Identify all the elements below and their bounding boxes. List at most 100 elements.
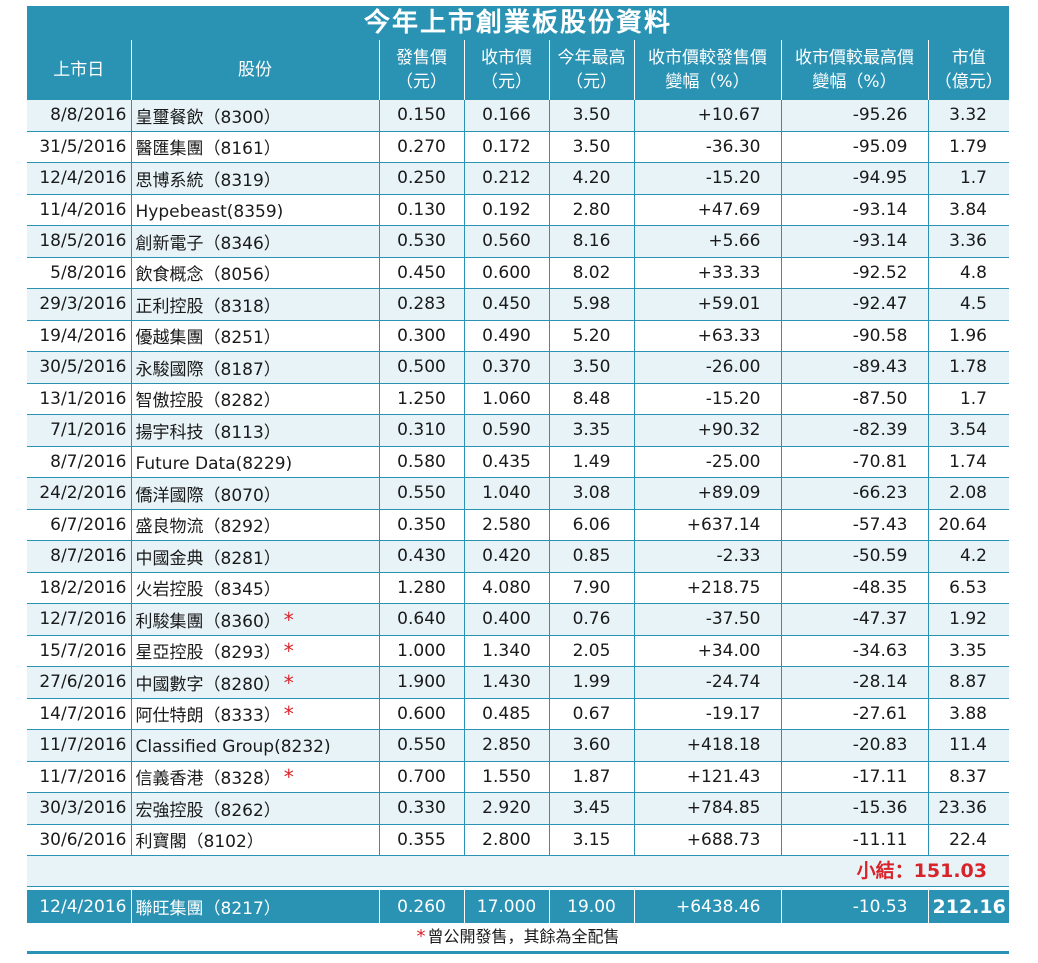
cell-change-vs-high: -27.61 <box>780 698 928 730</box>
cell-change-vs-ipo: -36.30 <box>633 131 781 163</box>
asterisk-icon: * <box>416 926 426 947</box>
cell-ipo-price: 0.250 <box>378 162 464 195</box>
cell-market-cap: 22.4 <box>927 824 1009 856</box>
cell-change-vs-ipo: -19.17 <box>633 698 781 730</box>
cell-date: 15/7/2016 <box>27 635 131 667</box>
subtotal: 小結：151.03 <box>27 856 1009 887</box>
cell-close-price: 1.060 <box>463 383 549 415</box>
cell-stock: 盛良物流（8292） <box>130 509 379 541</box>
footnote: * 曾公開發售，其餘為全配售 <box>27 923 1009 954</box>
cell-ipo-price: 0.355 <box>378 824 464 856</box>
cell-year-high: 3.50 <box>548 351 634 384</box>
cell-ipo-price: 1.000 <box>378 635 464 667</box>
cell-date: 12/7/2016 <box>27 603 131 636</box>
cell-change-vs-ipo: +10.67 <box>633 100 781 132</box>
cell-market-cap: 3.35 <box>927 635 1009 667</box>
cell-date: 8/7/2016 <box>27 540 131 573</box>
cell-ipo-price: 0.310 <box>378 414 464 447</box>
cell-market-cap: 20.64 <box>927 509 1009 541</box>
cell-year-high: 3.60 <box>548 729 634 762</box>
table-row: 18/2/2016 火岩控股（8345） 1.280 4.080 7.90 +218.75… <box>27 572 1009 604</box>
cell-market-cap: 8.87 <box>927 666 1009 699</box>
cell-date: 11/7/2016 <box>27 761 131 793</box>
cell-market-cap: 1.7 <box>927 162 1009 195</box>
cell-year-high: 8.02 <box>548 257 634 289</box>
cell-year-high: 5.20 <box>548 320 634 352</box>
cell-change-vs-ipo: +121.43 <box>633 761 781 793</box>
cell-market-cap: 1.74 <box>927 446 1009 478</box>
cell-change-vs-ipo: +33.33 <box>633 257 781 289</box>
cell-market-cap: 4.2 <box>927 540 1009 573</box>
cell-close-price: 0.166 <box>463 100 549 132</box>
cell-ipo-price: 0.450 <box>378 257 464 289</box>
cell-change-vs-ipo: -37.50 <box>633 603 781 636</box>
cell-stock: 阿仕特朗（8333） * <box>130 698 379 730</box>
ipo-data-table-panel: 今年上市創業板股份資料 上市日 股份 發售價 （元） 收市價 （元） 今年最高 （元）… <box>27 6 1009 954</box>
cell-ipo-price: 0.430 <box>378 540 464 573</box>
cell-close-price: 0.600 <box>463 257 549 289</box>
final-cap: 212.16 <box>927 890 1009 923</box>
cell-change-vs-high: -28.14 <box>780 666 928 699</box>
cell-stock: 智傲控股（8282） <box>130 383 379 415</box>
table-row: 30/3/2016 宏強控股（8262） 0.330 2.920 3.45 +784.85… <box>27 792 1009 825</box>
cell-ipo-price: 0.500 <box>378 351 464 384</box>
cell-stock: 宏強控股（8262） <box>130 792 379 825</box>
cell-market-cap: 1.78 <box>927 351 1009 384</box>
cell-date: 12/4/2016 <box>27 162 131 195</box>
asterisk-icon: * <box>283 639 294 664</box>
cell-year-high: 1.99 <box>548 666 634 699</box>
cell-date: 14/7/2016 <box>27 698 131 730</box>
table-row: 6/7/2016 盛良物流（8292） 0.350 2.580 6.06 +637.14-… <box>27 509 1009 541</box>
cell-close-price: 0.435 <box>463 446 549 478</box>
cell-stock: 僑洋國際（8070） <box>130 477 379 510</box>
cell-date: 31/5/2016 <box>27 131 131 163</box>
cell-close-price: 0.172 <box>463 131 549 163</box>
header-row: 上市日 股份 發售價 （元） 收市價 （元） 今年最高 （元） 收市價較發售價 變幅（%… <box>27 40 1009 100</box>
cell-year-high: 4.20 <box>548 162 634 195</box>
final-chg-ipo: +6438.46 <box>633 890 781 923</box>
cell-change-vs-ipo: +5.66 <box>633 225 781 258</box>
cell-date: 11/7/2016 <box>27 729 131 762</box>
cell-year-high: 7.90 <box>548 572 634 604</box>
table-row: 30/5/2016 永駿國際（8187） 0.500 0.370 3.50 -26.00-… <box>27 351 1009 384</box>
table-row: 5/8/2016 飲食概念（8056） 0.450 0.600 8.02 +33.33 -9… <box>27 257 1009 289</box>
cell-stock: 飲食概念（8056） <box>130 257 379 289</box>
cell-close-price: 1.340 <box>463 635 549 667</box>
final-row-table: 12/4/2016 聯旺集團（8217） 0.260 17.000 19.00 … <box>27 890 1009 923</box>
table-row: 30/6/2016 利寶閣（8102） 0.355 2.800 3.15 +688.73-… <box>27 824 1009 856</box>
cell-stock: 揚宇科技（8113） <box>130 414 379 447</box>
cell-year-high: 8.48 <box>548 383 634 415</box>
cell-stock: 利寶閣（8102） <box>130 824 379 856</box>
asterisk-icon: * <box>283 765 294 790</box>
cell-stock: 醫匯集團（8161） <box>130 131 379 163</box>
cell-change-vs-high: -11.11 <box>780 824 928 856</box>
cell-change-vs-high: -48.35 <box>780 572 928 604</box>
cell-market-cap: 11.4 <box>927 729 1009 762</box>
final-high: 19.00 <box>548 890 634 923</box>
cell-change-vs-ipo: -24.74 <box>633 666 781 699</box>
cell-market-cap: 3.36 <box>927 225 1009 258</box>
cell-close-price: 0.590 <box>463 414 549 447</box>
cell-date: 8/7/2016 <box>27 446 131 478</box>
cell-ipo-price: 0.580 <box>378 446 464 478</box>
cell-change-vs-high: -95.09 <box>780 131 928 163</box>
table-row: 11/4/2016 Hypebeast(8359) 0.130 0.192 2.80 +4… <box>27 194 1009 226</box>
cell-date: 7/1/2016 <box>27 414 131 447</box>
cell-date: 19/4/2016 <box>27 320 131 352</box>
cell-market-cap: 4.8 <box>927 257 1009 289</box>
cell-close-price: 2.580 <box>463 509 549 541</box>
cell-change-vs-high: -90.58 <box>780 320 928 352</box>
cell-close-price: 1.550 <box>463 761 549 793</box>
cell-market-cap: 3.84 <box>927 194 1009 226</box>
cell-market-cap: 3.54 <box>927 414 1009 447</box>
cell-date: 27/6/2016 <box>27 666 131 699</box>
cell-stock: 正利控股（8318） <box>130 288 379 321</box>
table-row: 7/1/2016 揚宇科技（8113） 0.310 0.590 3.35 +90.32 -8… <box>27 414 1009 447</box>
cell-market-cap: 23.36 <box>927 792 1009 825</box>
cell-stock: Hypebeast(8359) <box>130 194 379 226</box>
cell-change-vs-high: -34.63 <box>780 635 928 667</box>
table-row: 8/7/2016 中國金典（8281） 0.430 0.420 0.85 -2.33 -50… <box>27 540 1009 573</box>
cell-change-vs-ipo: -15.20 <box>633 383 781 415</box>
cell-date: 13/1/2016 <box>27 383 131 415</box>
cell-change-vs-high: -93.14 <box>780 225 928 258</box>
